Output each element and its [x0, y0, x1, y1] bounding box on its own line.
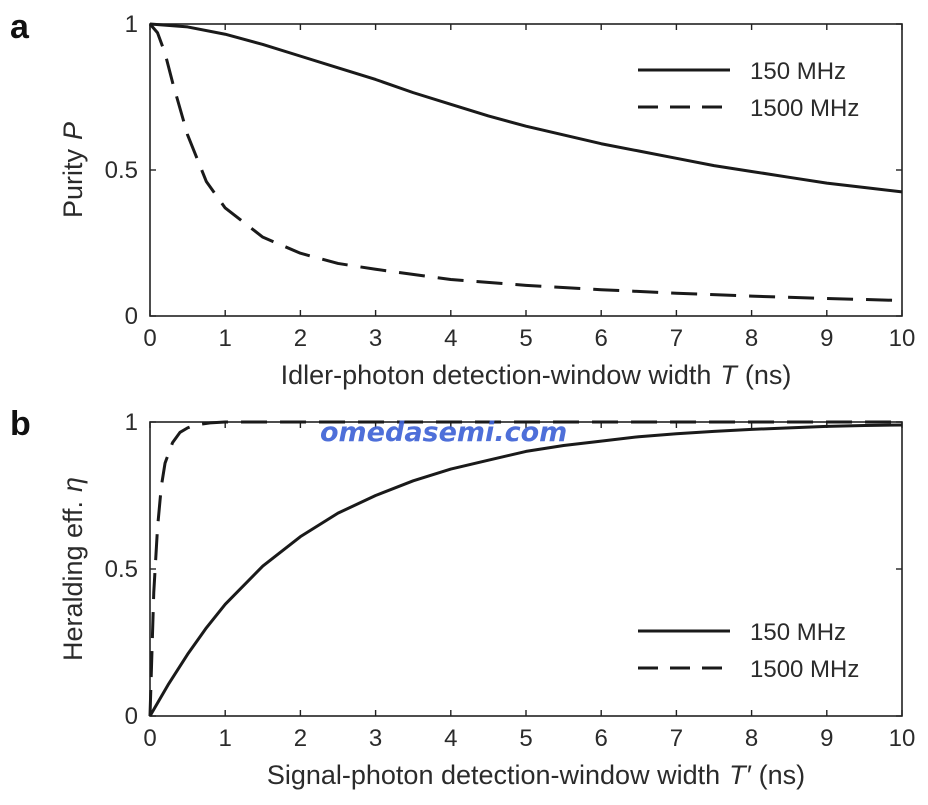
x-tick-label: 9: [820, 725, 833, 752]
x-axis-label: Idler-photon detection-window width T (ns): [281, 360, 792, 390]
x-tick-label: 8: [745, 725, 758, 752]
x-axis-label-text: Idler-photon detection-window width: [281, 360, 712, 390]
panel-a-letter: a: [10, 8, 30, 46]
series-line-1: [148, 23, 903, 303]
y-axis-label-symbol: P: [58, 122, 88, 140]
series-line-0: [149, 22, 903, 194]
x-axis-label: Signal-photon detection-window width T′ (n…: [267, 760, 805, 790]
x-tick-label: 3: [369, 325, 382, 352]
y-axis-label-symbol: η: [58, 477, 88, 492]
x-axis-label-symbol: T′: [729, 760, 751, 790]
legend-label-1: 1500 MHz: [750, 656, 859, 683]
panel-a: a 0 1 2 3 4 5 6 7 8 9 10 0 0.5 1 Idler-photon detectio…: [10, 8, 915, 390]
legend-label-1: 1500 MHz: [750, 95, 859, 122]
x-tick-label: 10: [889, 725, 916, 752]
y-tick-label: 1: [125, 11, 138, 38]
x-tick-label: 4: [444, 725, 457, 752]
x-tick-label: 4: [444, 325, 457, 352]
x-tick-label: 5: [519, 325, 532, 352]
series-line-1: [148, 420, 902, 717]
x-tick-label: 8: [745, 325, 758, 352]
y-tick-label: 0: [125, 303, 138, 330]
x-tick-label: 3: [369, 725, 382, 752]
x-tick-label: 0: [143, 325, 156, 352]
x-tick-label: 1: [219, 325, 232, 352]
y-axis-label-text: Heralding eff.: [58, 501, 88, 661]
y-tick-label: 0.5: [105, 556, 138, 583]
x-tick-label: 2: [294, 725, 307, 752]
y-tick-label: 0.5: [105, 157, 138, 184]
panel-b-letter: b: [10, 405, 31, 443]
y-tick-label: 0: [125, 703, 138, 730]
legend-label-0: 150 MHz: [750, 58, 846, 85]
x-axis-label-unit: (ns): [759, 760, 806, 790]
watermark: omedasemi.com: [320, 417, 567, 448]
x-tick-label: 6: [595, 725, 608, 752]
y-axis-label: Heralding eff. η: [58, 477, 88, 661]
x-tick-label: 7: [670, 325, 683, 352]
y-tick-label: 1: [125, 409, 138, 436]
x-tick-label: 2: [294, 325, 307, 352]
x-tick-label: 7: [670, 725, 683, 752]
x-tick-label: 5: [519, 725, 532, 752]
x-tick-label: 6: [595, 325, 608, 352]
panel-b: b 0 1 2 3 4 5 6 7 8 9 10 0 0.5 1 Signal-photon detecti…: [10, 405, 915, 790]
x-axis-label-text: Signal-photon detection-window width: [267, 760, 720, 790]
y-axis-label-text: Purity: [58, 149, 88, 219]
x-tick-label: 0: [143, 725, 156, 752]
x-axis-label-symbol: T: [720, 360, 739, 390]
x-tick-label: 10: [889, 325, 916, 352]
y-axis-label: Purity P: [58, 122, 88, 218]
series-line-0: [148, 423, 903, 717]
x-axis-label-unit: (ns): [745, 360, 792, 390]
legend-label-0: 150 MHz: [750, 619, 846, 646]
x-tick-label: 1: [219, 725, 232, 752]
x-tick-label: 9: [820, 325, 833, 352]
